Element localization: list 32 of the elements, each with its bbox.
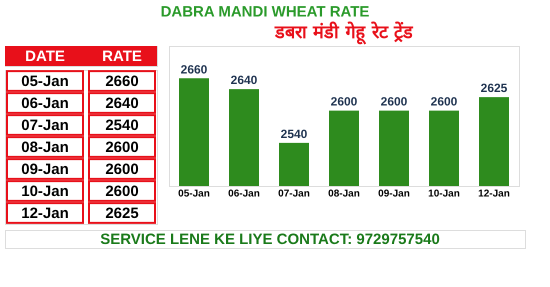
data-label: 2600 [105,139,139,156]
category-label: 08-Jan [21,139,69,156]
data-label: 2660 [180,62,208,76]
data-label: 2600 [105,161,139,178]
data-label: 2660 [105,73,139,90]
data-label: 2625 [480,81,508,96]
text: DATE [25,48,65,65]
data-label: 2640 [105,95,139,112]
data-label: 2600 [330,94,358,109]
x-tick-label: 09-Jan [378,188,410,200]
data-label: 2540 [105,117,139,134]
category-label: 09-Jan [21,161,69,178]
x-tick-label: 10-Jan [428,188,460,200]
x-tick-label: 07-Jan [278,188,310,200]
text: SERVICE LENE KE LIYE CONTACT: 9729757540 [100,231,440,248]
data-label: 2600 [430,94,458,109]
category-label: 05-Jan [21,73,69,90]
category-label: 06-Jan [21,95,69,112]
category-label: 12-Jan [21,205,69,222]
x-tick-label: 12-Jan [478,188,510,200]
data-label: 2600 [105,183,139,200]
category-label: 07-Jan [21,117,69,134]
chart-subtitle: DABRA MANDI WHEAT RATE [160,4,370,20]
data-label: 2625 [105,205,139,222]
data-label: 2640 [230,73,258,88]
data-label: 2540 [280,126,308,141]
x-tick-label: 05-Jan [178,188,210,200]
chart-title: डबरा मंडी गेहू रेट ट्रेंड [274,21,414,45]
data-label: 2600 [380,94,408,109]
x-tick-label: 06-Jan [228,188,260,200]
text: RATE [102,48,142,65]
x-tick-label: 08-Jan [328,188,360,200]
